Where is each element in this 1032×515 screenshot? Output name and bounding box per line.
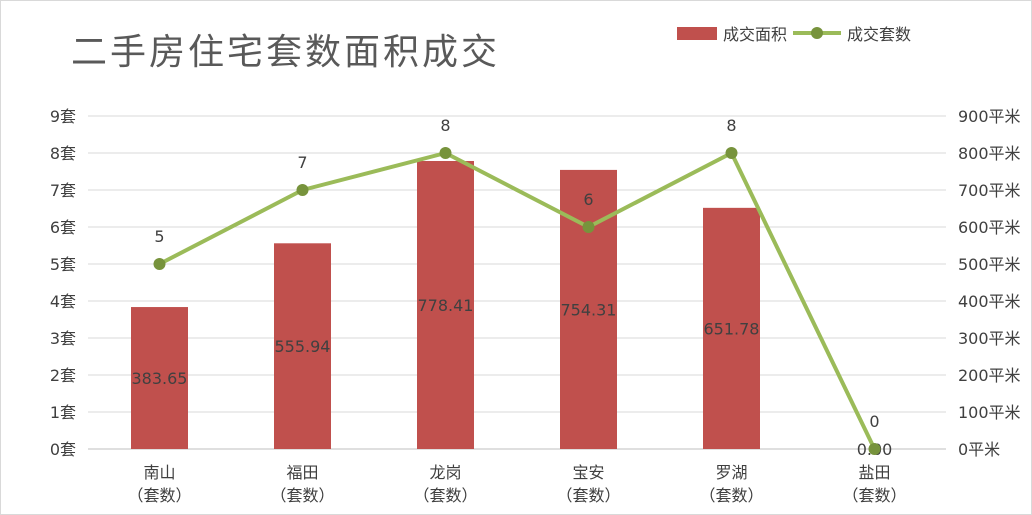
bar-value-label: 651.78 [704, 319, 760, 338]
bar-value-label: 778.41 [418, 296, 474, 315]
category-sublabel: （套数） [127, 486, 191, 505]
count-point [868, 443, 881, 455]
y-left-tick-label: 5套 [50, 255, 76, 274]
bar [131, 307, 188, 449]
count-value-label: 8 [726, 116, 736, 135]
legend-count-swatch [793, 26, 842, 40]
y-right-tick-label: 300平米 [958, 329, 1021, 348]
y-left-tick-label: 7套 [50, 181, 76, 200]
count-point [439, 147, 452, 159]
bar-value-label: 754.31 [561, 300, 617, 319]
count-value-label: 8 [440, 116, 450, 135]
y-left-tick-label: 1套 [50, 403, 76, 422]
category-sublabel: （套数） [556, 486, 620, 505]
category-label: 龙岗 [429, 463, 461, 482]
legend-count-label: 成交套数 [847, 25, 912, 44]
y-left-tick-label: 4套 [50, 292, 76, 311]
category-sublabel: （套数） [842, 486, 906, 505]
category-sublabel: （套数） [270, 486, 334, 505]
bar-value-label: 383.65 [132, 369, 188, 388]
legend: 成交面积 成交套数 [677, 21, 911, 45]
legend-area-label: 成交面积 [723, 25, 788, 44]
y-right-tick-label: 0平米 [958, 440, 1000, 459]
y-left-tick-label: 8套 [50, 144, 76, 163]
legend-area-swatch [677, 26, 717, 40]
category-sublabel: （套数） [413, 486, 477, 505]
count-point [153, 258, 166, 270]
count-value-label: 7 [297, 153, 307, 172]
count-value-label: 6 [583, 190, 593, 209]
bar [417, 160, 474, 450]
y-right-tick-label: 500平米 [958, 255, 1021, 274]
category-sublabel: （套数） [699, 486, 763, 505]
y-right-tick-label: 200平米 [958, 366, 1021, 385]
y-left-tick-label: 9套 [50, 107, 76, 126]
category-label: 南山 [143, 463, 175, 482]
bar [703, 207, 760, 449]
category-label: 罗湖 [715, 463, 747, 482]
count-value-label: 5 [154, 227, 164, 246]
y-right-tick-label: 600平米 [958, 218, 1021, 237]
category-label: 福田 [286, 463, 318, 482]
y-left-tick-label: 0套 [50, 440, 76, 459]
y-right-tick-label: 700平米 [958, 181, 1021, 200]
y-right-tick-label: 900平米 [958, 107, 1021, 126]
y-left-tick-label: 6套 [50, 218, 76, 237]
category-label: 盐田 [858, 463, 890, 482]
y-right-tick-label: 800平米 [958, 144, 1021, 163]
chart-title: 二手房住宅套数面积成交 [71, 32, 501, 73]
y-right-tick-label: 100平米 [958, 403, 1021, 422]
category-label: 宝安 [572, 463, 604, 482]
count-point [582, 221, 595, 233]
bar [274, 243, 331, 449]
count-value-label: 0 [869, 412, 879, 431]
count-point [296, 184, 309, 196]
bar-value-label: 555.94 [275, 337, 331, 356]
y-left-tick-label: 3套 [50, 329, 76, 348]
count-series-line [158, 151, 877, 450]
y-right-tick-label: 400平米 [958, 292, 1021, 311]
y-left-tick-label: 2套 [50, 366, 76, 385]
count-point [725, 147, 738, 159]
